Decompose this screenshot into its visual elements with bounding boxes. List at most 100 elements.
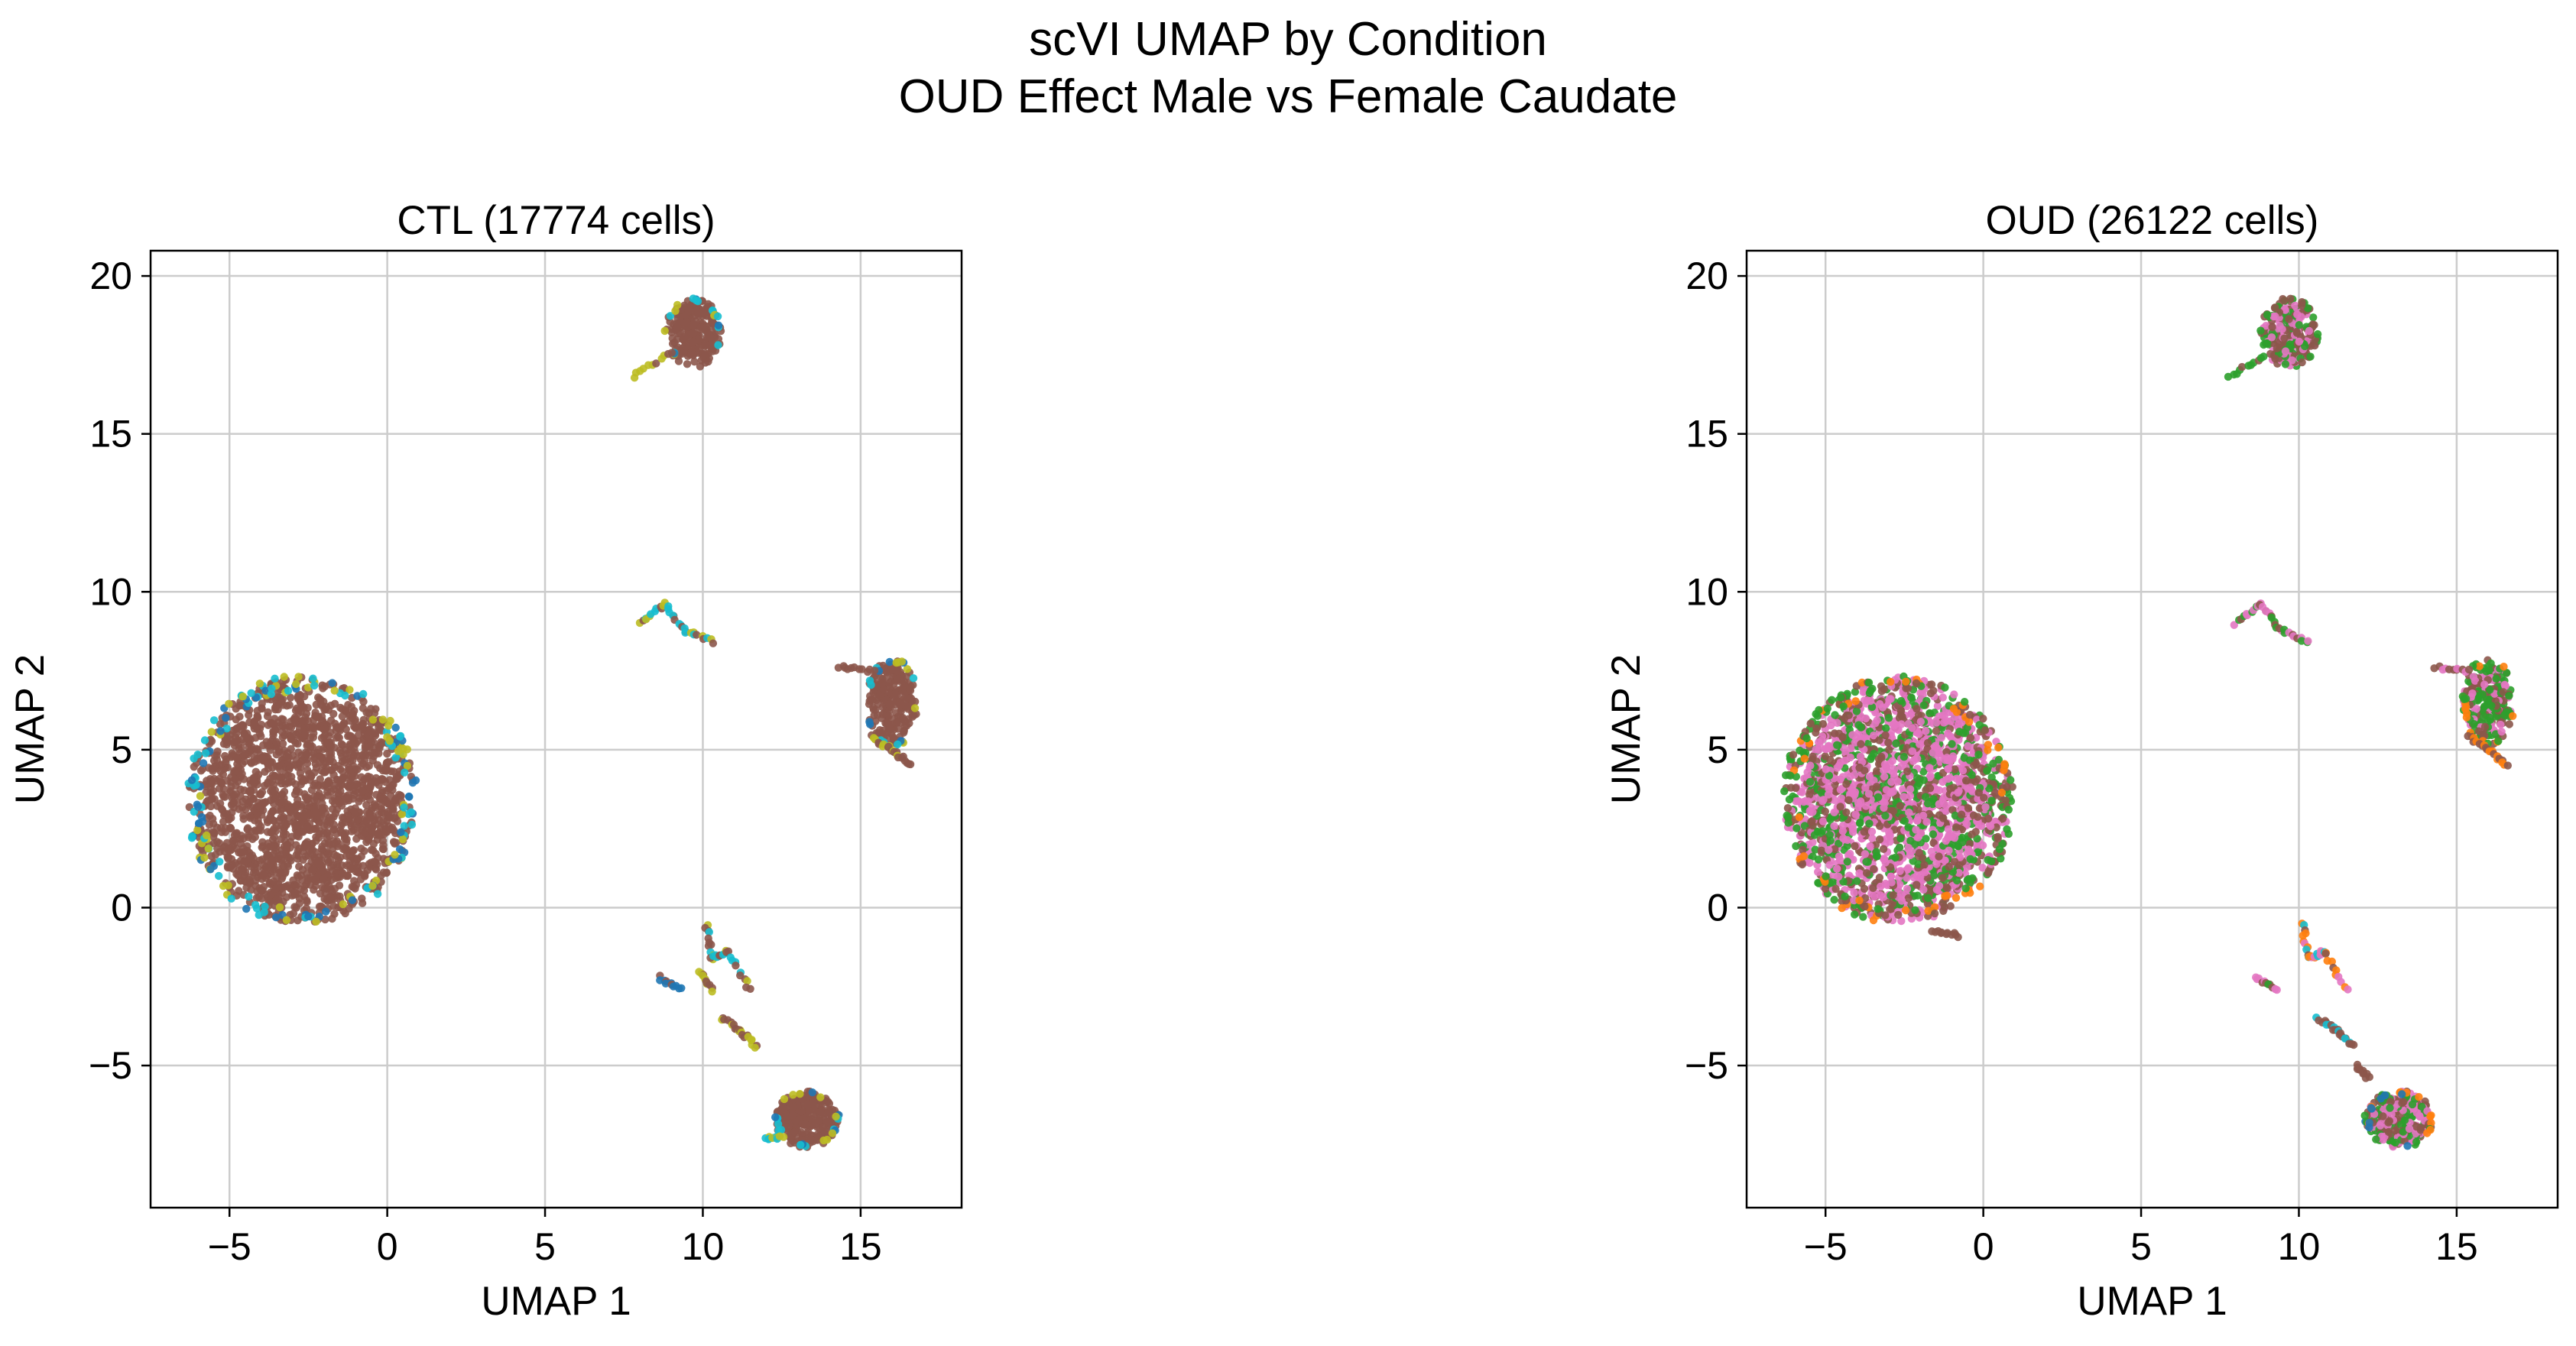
scatter-point (245, 892, 253, 901)
scatter-point (207, 851, 216, 861)
scatter-point (311, 709, 320, 717)
scatter-point (1920, 861, 1929, 869)
scatter-point (1968, 830, 1976, 838)
scatter-point (375, 742, 383, 751)
scatter-point (342, 835, 351, 844)
scatter-point (1887, 695, 1895, 703)
scatter-point (1972, 733, 1981, 742)
scatter-point (322, 702, 331, 711)
scatter-point (1921, 868, 1929, 877)
scatter-point (287, 744, 295, 754)
scatter-point (207, 728, 216, 736)
scatter-point (330, 825, 339, 834)
scatter-point (303, 838, 312, 846)
scatter-point (779, 1133, 788, 1141)
scatter-point (1915, 848, 1924, 858)
scatter-point (330, 686, 339, 695)
scatter-point (373, 761, 382, 769)
scatter-point (304, 811, 313, 820)
scatter-point (222, 725, 231, 733)
scatter-point (683, 318, 691, 327)
scatter-point (397, 810, 407, 819)
scatter-point (227, 773, 235, 781)
scatter-point (309, 674, 317, 683)
scatter-point (684, 306, 693, 316)
scatter-point (236, 785, 245, 794)
scatter-point (403, 761, 412, 770)
scatter-point (292, 679, 300, 689)
scatter-point (1922, 727, 1930, 735)
figure-suptitle: scVI UMAP by Condition OUD Effect Male v… (0, 11, 2576, 125)
scatter-point (1903, 767, 1912, 776)
scatter-point (310, 781, 318, 790)
scatter-point (377, 802, 385, 811)
scatter-point (1842, 808, 1851, 817)
scatter-point (796, 1090, 804, 1098)
scatter-point (279, 828, 288, 836)
scatter-point (277, 805, 286, 814)
scatter-point (281, 798, 289, 806)
scatter-point (300, 692, 309, 701)
scatter-point (263, 850, 271, 858)
scatter-point (1916, 740, 1924, 748)
scatter-point (347, 822, 355, 831)
scatter-point (771, 1113, 780, 1121)
scatter-point (866, 720, 874, 728)
scatter-point (1868, 834, 1877, 843)
scatter-point (796, 1140, 805, 1150)
scatter-point (250, 725, 258, 733)
scatter-point (1994, 755, 2003, 764)
scatter-point (371, 858, 380, 867)
scatter-point (302, 880, 310, 889)
scatter-point (1978, 864, 1987, 872)
scatter-point (272, 913, 281, 922)
scatter-point (238, 721, 246, 729)
scatter-point (801, 1120, 809, 1128)
scatter-point (286, 838, 295, 846)
scatter-point (274, 705, 282, 714)
scatter-point (1952, 774, 1961, 783)
y-tick-label: −5 (89, 1044, 132, 1087)
scatter-point (236, 792, 245, 801)
scatter-point (326, 893, 335, 901)
scatter-point (743, 977, 751, 985)
scatter-point (1881, 858, 1890, 867)
scatter-point (1944, 729, 1952, 738)
scatter-point (1861, 802, 1870, 810)
scatter-point (258, 810, 266, 819)
scatter-point (693, 631, 701, 639)
scatter-point (241, 749, 249, 758)
scatter-point (247, 689, 255, 697)
scatter-point (1945, 862, 1953, 871)
scatter-point (305, 723, 313, 732)
scatter-point (381, 825, 391, 833)
scatter-point (342, 851, 351, 861)
scatter-point (195, 819, 203, 828)
scatter-point (1950, 858, 1959, 866)
scatter-point (1792, 824, 1801, 832)
scatter-point (1838, 733, 1847, 741)
scatter-point (325, 841, 334, 849)
scatter-point (1887, 872, 1895, 881)
scatter-point (1881, 812, 1890, 820)
scatter-point (1818, 817, 1828, 825)
scatter-point (1933, 702, 1942, 710)
scatter-point (1896, 707, 1906, 715)
scatter-point (879, 686, 888, 694)
scatter-point (1974, 751, 1983, 759)
scatter-point (1908, 747, 1916, 755)
scatter-point (1942, 748, 1951, 756)
scatter-point (1937, 734, 1945, 742)
scatter-point (340, 758, 349, 767)
scatter-point (391, 813, 399, 822)
scatter-point (1952, 876, 1961, 885)
scatter-point (1926, 709, 1934, 718)
scatter-point (215, 871, 223, 881)
scatter-point (1938, 711, 1947, 720)
scatter-point (242, 904, 251, 913)
scatter-point (1826, 755, 1835, 764)
scatter-point (294, 873, 303, 881)
scatter-point (1935, 799, 1943, 809)
scatter-point (680, 332, 689, 342)
scatter-point (1874, 793, 1883, 802)
